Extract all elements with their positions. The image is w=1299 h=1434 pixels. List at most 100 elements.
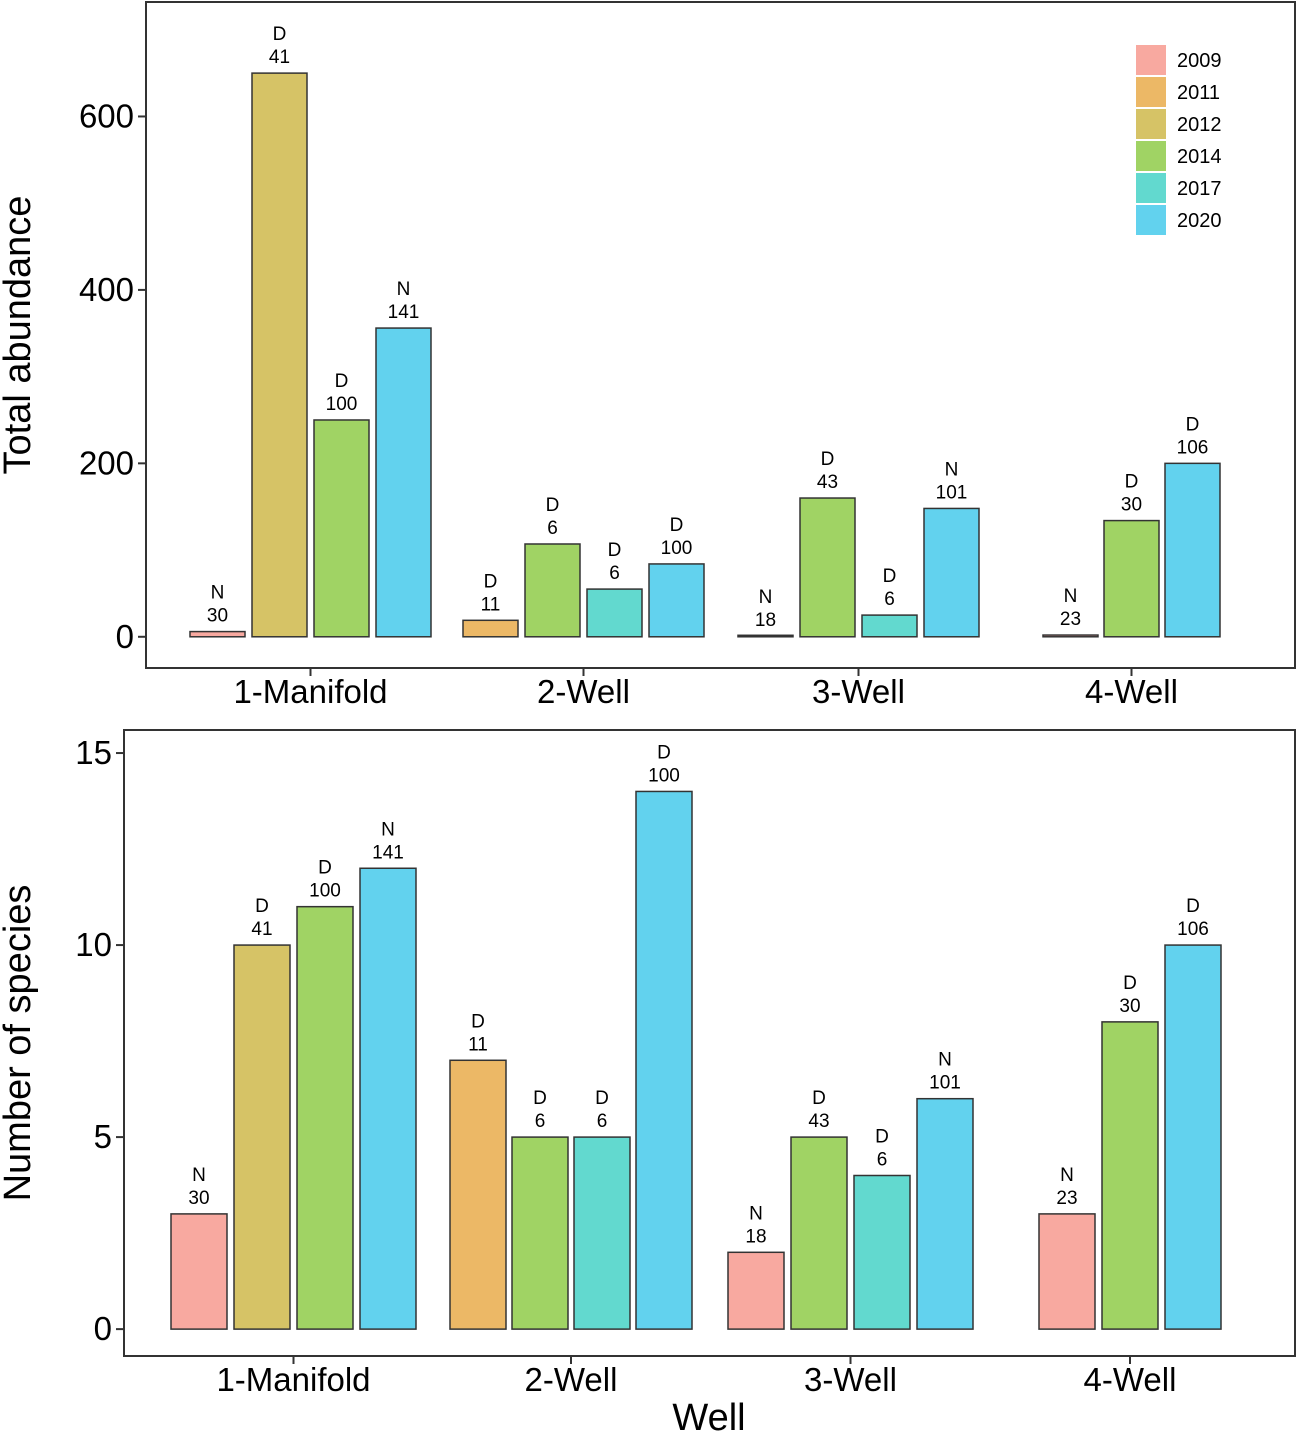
abundance-bar-2-well-2017 bbox=[586, 588, 643, 638]
species-bar-4-well-2020 bbox=[1164, 944, 1222, 1330]
species-x-tick-label: 1-Manifold bbox=[216, 1361, 370, 1398]
abundance-bar-1-manifold-2009 bbox=[189, 630, 246, 638]
abundance-bar-1-manifold-2014 bbox=[313, 419, 370, 638]
abundance-x-tick-label: 1-Manifold bbox=[233, 673, 387, 710]
species-bar-count-label: 106 bbox=[1177, 919, 1209, 940]
abundance-bar-3-well-2017 bbox=[861, 614, 918, 638]
abundance-bar-code-label: N bbox=[397, 279, 411, 300]
abundance-bar-3-well-2014 bbox=[799, 497, 856, 638]
abundance-bar-code-label: N bbox=[1064, 586, 1078, 607]
species-y-tick-label: 5 bbox=[94, 1118, 112, 1155]
species-bar-count-label: 30 bbox=[1119, 996, 1140, 1017]
species-bar-code-label: D bbox=[812, 1088, 826, 1109]
species-bar-count-label: 100 bbox=[648, 765, 680, 786]
abundance-bar-count-label: 41 bbox=[269, 47, 290, 68]
species-x-tick-label: 2-Well bbox=[525, 1361, 618, 1398]
species-y-tick-label: 15 bbox=[75, 734, 112, 771]
x-axis-title: Well bbox=[672, 1397, 745, 1434]
species-bar-count-label: 23 bbox=[1056, 1188, 1077, 1209]
species-bar-code-label: N bbox=[1060, 1165, 1074, 1186]
species-bar-code-label: N bbox=[938, 1050, 952, 1071]
abundance-bar-count-label: 18 bbox=[755, 610, 776, 631]
abundance-plot-frame bbox=[145, 1, 1296, 669]
species-bar-1-manifold-2009 bbox=[170, 1213, 228, 1330]
legend-swatch-2014 bbox=[1136, 141, 1166, 171]
abundance-x-tick-label: 2-Well bbox=[537, 673, 630, 710]
species-bar-2-well-2020 bbox=[635, 790, 693, 1330]
abundance-bar-count-label: 6 bbox=[547, 518, 558, 539]
abundance-bar-code-label: D bbox=[821, 449, 835, 470]
abundance-bar-count-label: 101 bbox=[936, 482, 968, 503]
species-plot-frame bbox=[123, 729, 1296, 1357]
abundance-bar-count-label: 43 bbox=[817, 472, 838, 493]
legend-swatch-2017 bbox=[1136, 173, 1166, 203]
species-bar-count-label: 100 bbox=[309, 881, 341, 902]
species-bar-count-label: 18 bbox=[745, 1226, 766, 1247]
abundance-bar-count-label: 106 bbox=[1177, 437, 1209, 458]
abundance-bar-code-label: D bbox=[608, 540, 622, 561]
abundance-bar-code-label: D bbox=[273, 24, 287, 45]
abundance-bar-3-well-2009 bbox=[737, 634, 794, 638]
species-bar-code-label: D bbox=[255, 896, 269, 917]
species-bar-1-manifold-2020 bbox=[359, 867, 417, 1330]
abundance-bar-count-label: 100 bbox=[326, 394, 358, 415]
species-bar-count-label: 6 bbox=[877, 1149, 888, 1170]
abundance-bar-code-label: D bbox=[484, 571, 498, 592]
legend-label-2020: 2020 bbox=[1177, 210, 1222, 232]
abundance-x-tick-label: 4-Well bbox=[1085, 673, 1178, 710]
species-bar-code-label: D bbox=[595, 1088, 609, 1109]
abundance-bar-4-well-2009 bbox=[1042, 634, 1099, 638]
abundance-bar-count-label: 141 bbox=[388, 302, 420, 323]
abundance-bar-3-well-2020 bbox=[923, 507, 980, 638]
abundance-bar-count-label: 11 bbox=[481, 594, 501, 615]
abundance-bar-code-label: D bbox=[546, 495, 560, 516]
species-bar-3-well-2017 bbox=[853, 1174, 911, 1330]
abundance-bar-count-label: 30 bbox=[1121, 495, 1142, 516]
legend-label-2014: 2014 bbox=[1177, 146, 1222, 168]
species-bar-1-manifold-2012 bbox=[233, 944, 291, 1330]
species-bar-count-label: 41 bbox=[251, 919, 272, 940]
legend-label-2012: 2012 bbox=[1177, 114, 1222, 136]
abundance-bar-count-label: 23 bbox=[1060, 609, 1081, 630]
species-bar-1-manifold-2014 bbox=[296, 905, 354, 1330]
species-bar-code-label: D bbox=[875, 1126, 889, 1147]
species-bar-count-label: 6 bbox=[535, 1111, 546, 1132]
abundance-bar-4-well-2014 bbox=[1103, 519, 1160, 638]
species-bar-count-label: 43 bbox=[808, 1111, 829, 1132]
species-y-tick-label: 10 bbox=[75, 926, 112, 963]
species-bar-code-label: D bbox=[533, 1088, 547, 1109]
legend-label-2009: 2009 bbox=[1177, 50, 1222, 72]
species-bar-count-label: 6 bbox=[597, 1111, 608, 1132]
abundance-bar-code-label: D bbox=[1125, 472, 1139, 493]
species-bar-3-well-2020 bbox=[916, 1097, 974, 1330]
legend-swatch-2011 bbox=[1136, 77, 1166, 107]
abundance-y-tick-label: 0 bbox=[116, 618, 134, 655]
species-bar-2-well-2011 bbox=[449, 1059, 507, 1330]
abundance-y-axis-title: Total abundance bbox=[0, 196, 39, 475]
abundance-bar-code-label: D bbox=[670, 515, 684, 536]
abundance-bar-count-label: 6 bbox=[884, 589, 895, 610]
species-bar-4-well-2014 bbox=[1101, 1021, 1159, 1330]
abundance-bar-4-well-2020 bbox=[1164, 462, 1221, 638]
abundance-bar-1-manifold-2020 bbox=[375, 327, 432, 638]
abundance-y-tick-label: 600 bbox=[79, 97, 134, 134]
abundance-bar-code-label: N bbox=[945, 459, 959, 480]
species-bar-4-well-2009 bbox=[1038, 1213, 1096, 1330]
species-bar-count-label: 141 bbox=[372, 842, 404, 863]
abundance-bar-code-label: D bbox=[1186, 414, 1200, 435]
abundance-bar-2-well-2014 bbox=[524, 543, 581, 638]
species-bar-3-well-2014 bbox=[790, 1136, 848, 1330]
species-bar-count-label: 101 bbox=[929, 1073, 961, 1094]
legend-label-2017: 2017 bbox=[1177, 178, 1222, 200]
abundance-bar-code-label: D bbox=[335, 371, 349, 392]
species-bar-code-label: D bbox=[318, 858, 332, 879]
legend-label-2011: 2011 bbox=[1177, 82, 1220, 104]
species-y-axis-title: Number of species bbox=[0, 885, 39, 1202]
species-bar-2-well-2014 bbox=[511, 1136, 569, 1330]
abundance-x-tick-label: 3-Well bbox=[812, 673, 905, 710]
species-bar-code-label: N bbox=[381, 819, 395, 840]
species-bar-code-label: D bbox=[1123, 973, 1137, 994]
abundance-bar-2-well-2020 bbox=[648, 563, 705, 638]
